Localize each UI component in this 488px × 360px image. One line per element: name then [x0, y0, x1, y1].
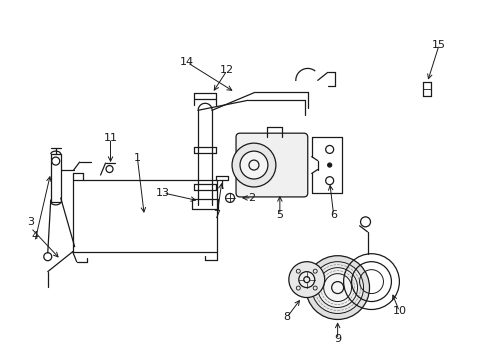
- Text: 11: 11: [103, 133, 117, 143]
- Circle shape: [323, 274, 351, 302]
- Text: 2: 2: [248, 193, 255, 203]
- Text: 12: 12: [220, 66, 234, 76]
- Circle shape: [305, 256, 369, 319]
- Text: 9: 9: [333, 334, 341, 345]
- Bar: [73, 180, 217, 252]
- Text: 4: 4: [31, 231, 38, 241]
- Text: 13: 13: [156, 188, 170, 198]
- Text: 8: 8: [283, 312, 290, 323]
- Text: 1: 1: [134, 153, 141, 163]
- Circle shape: [311, 262, 363, 314]
- Text: 7: 7: [213, 210, 220, 220]
- Circle shape: [298, 272, 314, 288]
- Text: 10: 10: [391, 306, 406, 316]
- Text: 6: 6: [329, 210, 336, 220]
- FancyBboxPatch shape: [236, 133, 307, 197]
- Text: 5: 5: [276, 210, 283, 220]
- Circle shape: [232, 143, 275, 187]
- Text: 3: 3: [27, 217, 34, 227]
- Text: 15: 15: [431, 40, 446, 50]
- Circle shape: [240, 151, 267, 179]
- Circle shape: [327, 163, 331, 167]
- Text: 14: 14: [180, 58, 194, 67]
- Circle shape: [317, 268, 357, 307]
- Circle shape: [288, 262, 324, 298]
